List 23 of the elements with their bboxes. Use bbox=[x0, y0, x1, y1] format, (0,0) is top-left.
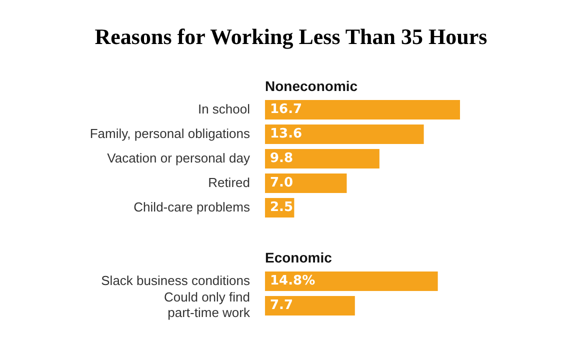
bar bbox=[265, 124, 424, 144]
data-label: 7.0 bbox=[270, 176, 294, 191]
y-tick-label: Vacation or personal day bbox=[107, 150, 250, 166]
y-tick-label: Family, personal obligations bbox=[90, 126, 250, 141]
bar bbox=[265, 271, 438, 292]
data-label: 7.7 bbox=[270, 298, 294, 314]
y-tick-label: Child-care problems bbox=[134, 199, 250, 214]
data-label: 16.7 bbox=[270, 102, 302, 118]
data-label: 14.8% bbox=[270, 274, 316, 289]
data-label: 13.6 bbox=[270, 126, 302, 142]
annotation: Economic bbox=[265, 250, 332, 266]
bar bbox=[265, 173, 347, 194]
annotation: Noneconomic bbox=[265, 78, 358, 94]
y-tick-label: Could only find part-time work bbox=[164, 290, 250, 320]
y-tick-label: Retired bbox=[208, 174, 250, 190]
chart-title: Reasons for Working Less Than 35 Hours bbox=[94, 24, 488, 50]
bar bbox=[265, 100, 460, 120]
y-tick-label: Slack business conditions bbox=[101, 272, 250, 288]
y-tick-label: In school bbox=[198, 101, 250, 116]
data-label: 9.8 bbox=[270, 151, 294, 166]
bar bbox=[265, 296, 355, 316]
bar bbox=[265, 148, 380, 169]
data-label: 2.5 bbox=[270, 200, 294, 216]
